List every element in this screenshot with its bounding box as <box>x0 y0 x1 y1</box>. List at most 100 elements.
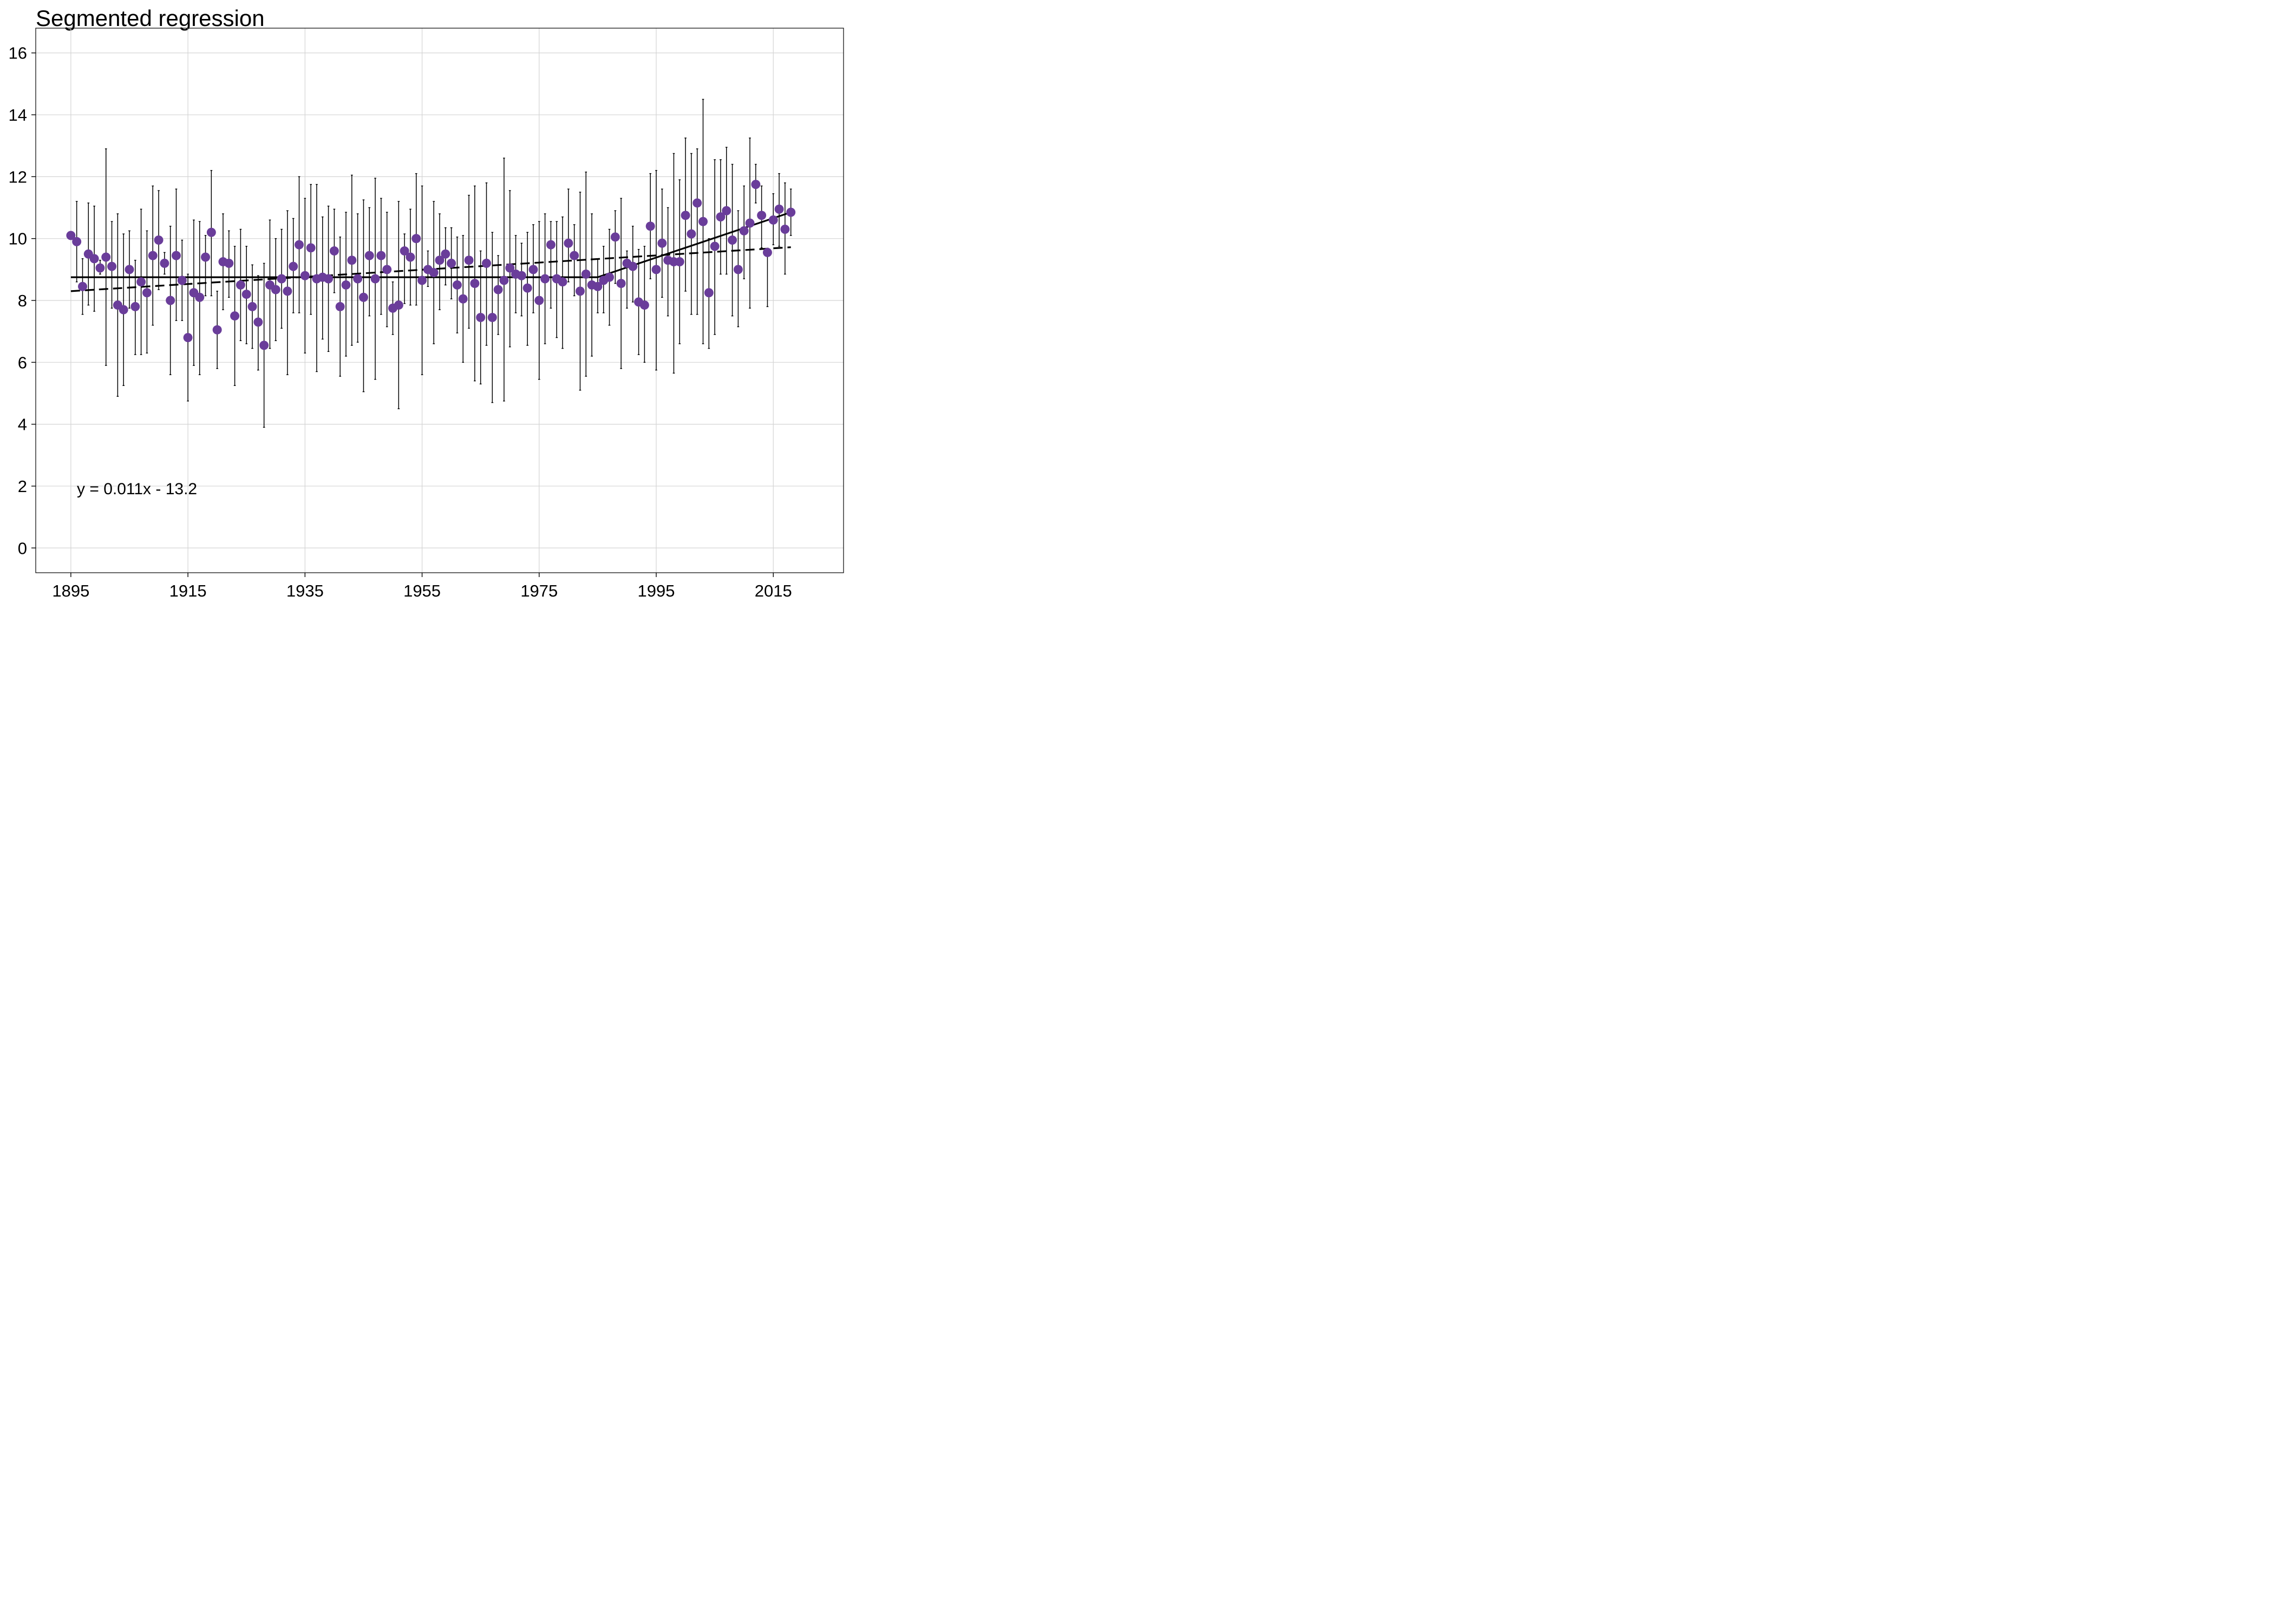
data-point <box>142 288 152 298</box>
data-point <box>575 286 585 296</box>
data-point <box>411 234 421 244</box>
data-point <box>733 265 743 274</box>
data-point <box>692 198 702 208</box>
data-point <box>722 206 731 215</box>
data-point <box>639 300 649 310</box>
data-point <box>271 285 280 294</box>
segmented-regression-chart: Segmented regression 1895 1915 1935 1955 197… <box>9 5 844 600</box>
data-point <box>201 252 211 262</box>
x-tick-label: 2015 <box>755 581 792 600</box>
data-point <box>171 251 181 260</box>
data-point <box>728 235 737 245</box>
data-point <box>698 217 708 226</box>
data-point <box>476 312 486 322</box>
data-point <box>125 265 134 274</box>
data-point <box>335 302 345 311</box>
data-point <box>148 251 158 260</box>
data-point <box>154 235 164 245</box>
data-point <box>247 302 257 311</box>
x-tick-label: 1995 <box>638 581 675 600</box>
data-point <box>130 302 140 311</box>
x-tick-label: 1935 <box>286 581 324 600</box>
data-point <box>277 274 286 284</box>
data-point <box>136 277 146 287</box>
y-tick-label: 4 <box>18 415 27 434</box>
data-point <box>224 258 234 268</box>
data-point <box>183 333 193 343</box>
error-bars <box>75 99 792 428</box>
data-point <box>364 251 374 260</box>
data-point <box>581 269 591 279</box>
data-point <box>300 271 310 280</box>
data-point <box>394 300 403 310</box>
data-point <box>505 263 515 273</box>
data-point <box>347 256 357 265</box>
data-point <box>751 180 761 189</box>
data-point <box>786 207 796 217</box>
data-point <box>528 265 538 274</box>
data-point <box>534 296 544 305</box>
data-point <box>522 283 532 293</box>
data-point <box>745 218 755 228</box>
data-point <box>540 274 550 284</box>
data-point <box>487 312 497 322</box>
data-point <box>704 288 714 298</box>
data-point <box>739 226 749 235</box>
data-point <box>628 261 638 271</box>
data-point <box>435 256 445 265</box>
data-point <box>289 261 298 271</box>
data-point <box>206 227 216 237</box>
data-point <box>768 215 778 225</box>
y-tick-label: 16 <box>9 44 27 63</box>
data-point <box>458 294 468 304</box>
data-point <box>593 281 603 291</box>
data-point <box>89 254 99 264</box>
data-point <box>107 261 117 271</box>
data-point <box>710 241 720 251</box>
data-point <box>119 305 128 315</box>
chart-title: Segmented regression <box>36 5 265 31</box>
data-point <box>517 271 526 280</box>
x-tick-label: 1915 <box>169 581 207 600</box>
data-point <box>306 243 316 253</box>
data-point <box>253 317 263 327</box>
data-point <box>230 311 240 321</box>
data-point <box>441 249 450 259</box>
data-point <box>681 211 690 220</box>
data-point <box>687 229 696 239</box>
data-point <box>780 225 790 234</box>
data-point <box>429 268 439 278</box>
data-point <box>651 265 661 274</box>
data-point <box>66 231 76 240</box>
data-point <box>160 258 169 268</box>
data-point <box>77 281 87 291</box>
axis-ticks: 1895 1915 1935 1955 1975 1995 2015 0 2 4 6 8 10 12 14 1… <box>9 44 792 600</box>
data-point <box>564 238 573 248</box>
data-points <box>66 180 796 350</box>
data-point <box>762 247 772 257</box>
data-point <box>558 277 567 287</box>
data-point <box>499 276 509 285</box>
regression-equation: y = 0.011x - 13.2 <box>77 480 197 498</box>
data-point <box>447 258 456 268</box>
data-point <box>212 325 222 335</box>
data-point <box>72 237 82 246</box>
data-point <box>358 292 368 302</box>
y-tick-label: 8 <box>18 291 27 310</box>
data-point <box>452 280 462 290</box>
y-tick-label: 14 <box>9 106 27 125</box>
data-point <box>101 252 111 262</box>
data-point <box>470 279 480 289</box>
data-point <box>774 204 784 214</box>
data-point <box>166 296 175 305</box>
data-point <box>464 256 474 265</box>
x-tick-label: 1895 <box>52 581 89 600</box>
segmented-fit-line <box>70 211 792 278</box>
y-tick-label: 10 <box>9 230 27 248</box>
y-tick-label: 6 <box>18 353 27 372</box>
data-point <box>95 263 105 273</box>
data-point <box>341 280 351 290</box>
data-point <box>353 274 363 284</box>
data-point <box>570 251 579 260</box>
data-point <box>757 211 767 220</box>
